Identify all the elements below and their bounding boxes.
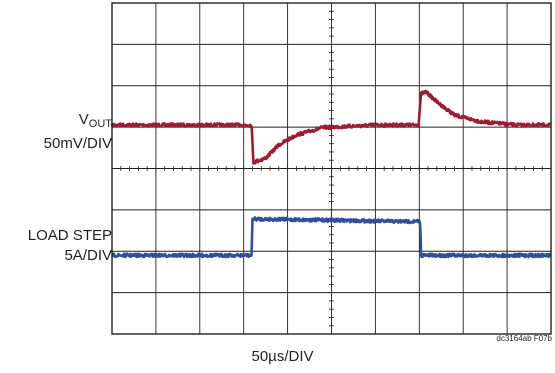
scope-traces: [110, 89, 552, 259]
load-step-scale-label: 5A/DIV: [64, 247, 112, 264]
vout-channel-label: VOUT 50mV/DIV: [4, 110, 112, 154]
load-step-label-main: LOAD STEP: [27, 227, 112, 244]
load-step-channel-label: LOAD STEP 5A/DIV: [4, 226, 112, 266]
figure-code: dc3164ab F07b: [496, 334, 552, 343]
vout-scale-label: 50mV/DIV: [43, 135, 112, 152]
vout-label-main: V: [78, 111, 89, 128]
trace-load-step: [111, 216, 552, 259]
scope-frame: [111, 2, 552, 335]
time-scale-label: 50µs/DIV: [251, 348, 314, 365]
scope-center-ticks: [111, 2, 552, 335]
vout-label-sub: OUT: [88, 118, 112, 130]
trace-vout: [110, 89, 552, 165]
